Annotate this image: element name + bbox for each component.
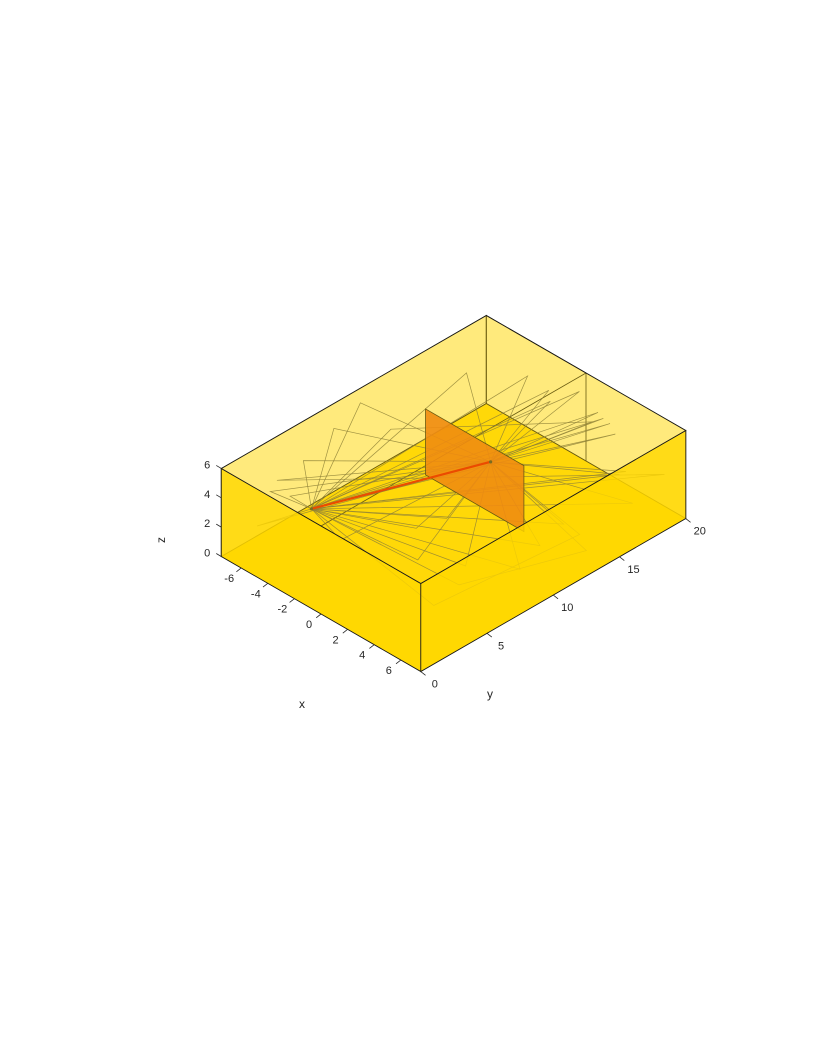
reflected-path-23 — [289, 461, 491, 510]
x-tick-label-6: 6 — [386, 665, 392, 677]
z-tick-label-2: 2 — [204, 518, 210, 530]
z-tick-2 — [216, 523, 222, 528]
z-tick-label-4: 4 — [204, 489, 210, 501]
x-tick-label-4: 4 — [359, 650, 365, 662]
direct-path-line — [311, 460, 491, 510]
x-tick-label-0: 0 — [306, 619, 312, 631]
reflected-path-28 — [311, 391, 580, 510]
z-tick-0 — [216, 553, 222, 557]
receiver-point-marker — [489, 460, 493, 464]
y-tick-label-10: 10 — [561, 602, 573, 614]
y-tick-label-0: 0 — [432, 679, 438, 691]
y-tick-label-5: 5 — [498, 640, 504, 652]
x-axis-label: x — [299, 697, 305, 711]
reflected-path-2 — [311, 423, 611, 510]
reflected-path-21 — [311, 400, 551, 510]
room-ceiling-face — [220, 315, 687, 584]
reflected-path-4 — [311, 412, 599, 510]
y-axis-label: y — [487, 687, 493, 701]
x-tick-2 — [342, 629, 348, 634]
source-point-marker — [309, 507, 314, 511]
y-tick-15 — [619, 556, 625, 561]
y-tick-10 — [553, 594, 559, 600]
obstacle-plate — [425, 408, 525, 533]
reflected-path-29 — [311, 389, 550, 510]
reflected-path-1 — [311, 433, 616, 510]
axis-ticks: -6 -4 -2 0 2 4 6 0 5 10 15 20 0 2 4 6 — [204, 459, 706, 690]
x-tick-label--4: -4 — [251, 588, 261, 600]
x-tick--6 — [236, 567, 242, 573]
x-tick-4 — [369, 644, 375, 649]
z-tick-label-6: 6 — [204, 459, 210, 471]
z-axis-label: z — [154, 537, 168, 543]
room-front-faces — [220, 315, 687, 673]
z-tick-6 — [216, 465, 222, 469]
y-tick-0 — [420, 671, 426, 676]
x-tick-label--6: -6 — [224, 573, 234, 585]
reflected-path-27 — [311, 421, 593, 510]
z-tick-label-0: 0 — [204, 547, 210, 559]
reflected-path-19 — [311, 372, 491, 510]
reflected-path-7 — [268, 461, 491, 510]
x-tick-label--2: -2 — [278, 604, 288, 616]
z-tick-4 — [216, 494, 222, 499]
x-tick--4 — [262, 583, 269, 588]
direct-path-layer — [309, 460, 493, 511]
x-tick--2 — [289, 598, 295, 603]
ray-paths — [256, 372, 665, 606]
y-tick-label-15: 15 — [627, 564, 639, 576]
y-tick-5 — [486, 632, 493, 638]
obstacle-plate-layer — [425, 408, 525, 533]
x-tick-6 — [395, 659, 402, 665]
x-tick-label-2: 2 — [333, 634, 339, 646]
x-tick-0 — [315, 613, 322, 619]
y-tick-20 — [685, 518, 691, 523]
y-tick-label-20: 20 — [694, 526, 706, 538]
reflected-path-20 — [311, 375, 529, 510]
